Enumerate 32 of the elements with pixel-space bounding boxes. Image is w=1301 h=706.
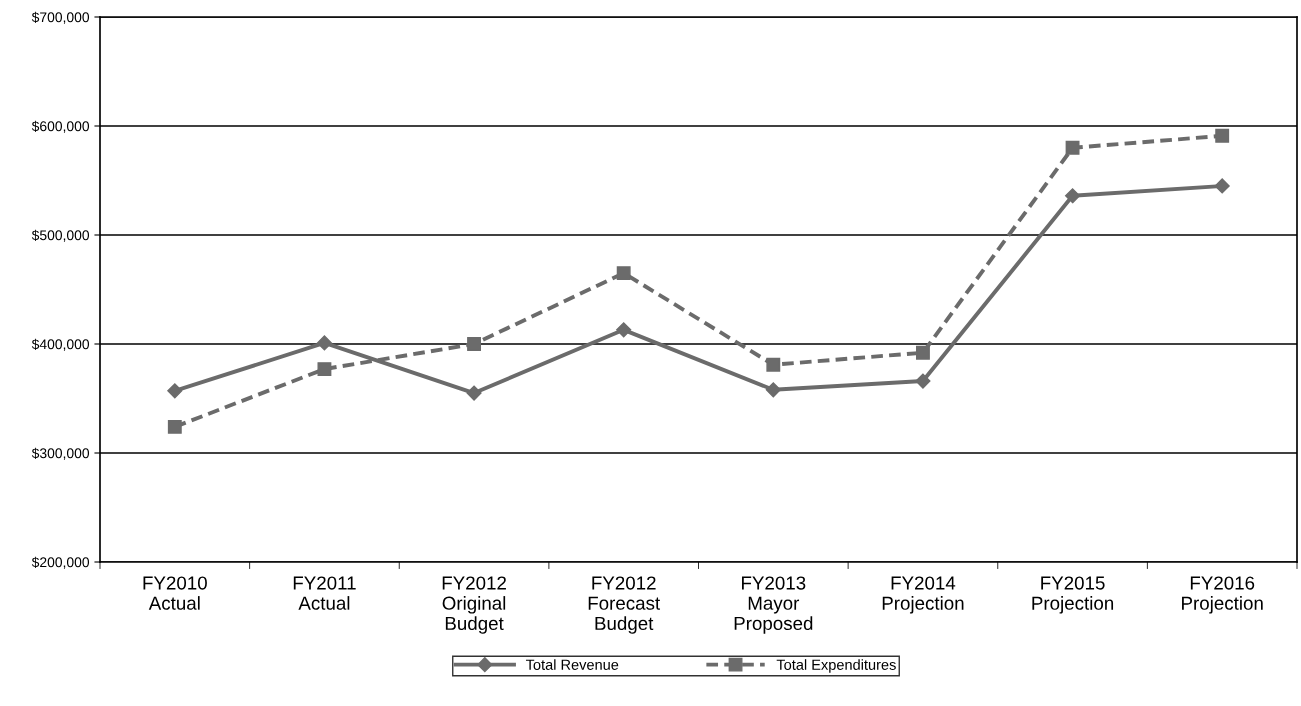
legend-label: Total Expenditures [776, 659, 896, 673]
x-tick-label: FY2012 Original Budget [442, 576, 506, 634]
point [316, 335, 333, 351]
y-tick-label: $200,000 [31, 556, 90, 569]
point [616, 266, 631, 281]
point [765, 382, 781, 398]
point [1065, 140, 1080, 155]
point [616, 322, 632, 338]
point [317, 362, 332, 377]
point [466, 385, 482, 401]
x-tick-label: FY2012 Forecast Budget [588, 576, 661, 634]
point [1215, 128, 1230, 143]
x-tick-label: FY2013 Mayor Proposed [734, 576, 813, 634]
y-tick-label: $400,000 [31, 338, 90, 351]
x-tick-label: FY2014 Projection [882, 576, 964, 614]
point [915, 373, 931, 389]
y-tick-label: $300,000 [31, 447, 90, 460]
y-tick-label: $700,000 [31, 11, 90, 24]
point [1214, 178, 1230, 194]
x-tick-label: FY2015 Projection [1032, 576, 1114, 614]
y-tick-label: $500,000 [31, 229, 90, 242]
x-tick-label: FY2010 Actual [143, 576, 207, 610]
x-tick-label: FY2011 Actual [293, 576, 356, 610]
point [915, 345, 930, 360]
y-tick-label: $600,000 [31, 120, 90, 133]
point [1064, 188, 1081, 204]
point [467, 337, 482, 351]
legend-label: Total Revenue [525, 659, 619, 670]
point [167, 419, 182, 434]
x-tick-label: FY2016 Projection [1182, 576, 1263, 614]
point [167, 383, 183, 399]
point [766, 357, 781, 372]
